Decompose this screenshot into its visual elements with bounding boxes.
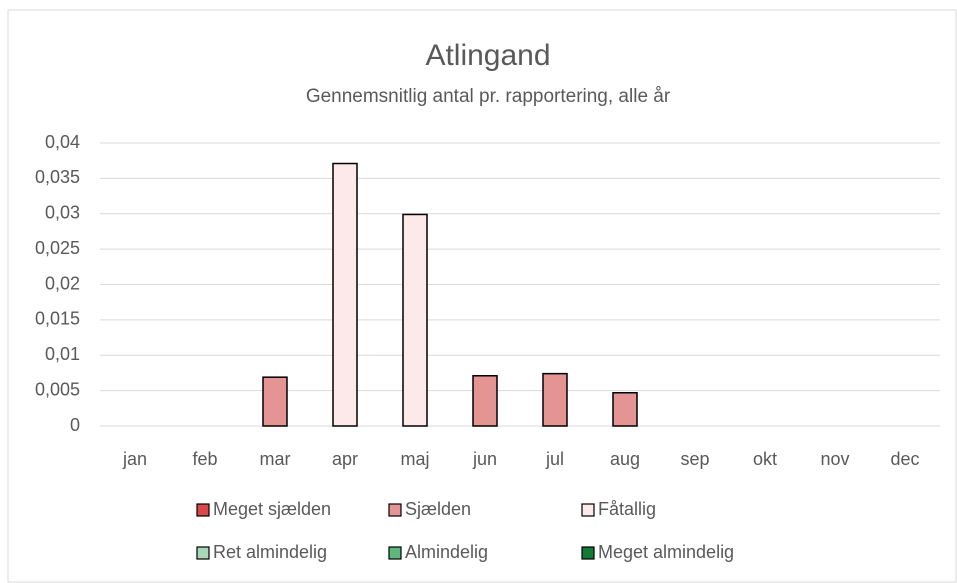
chart-subtitle: Gennemsnitlig antal pr. rapportering, al…: [306, 86, 671, 107]
bar: [262, 376, 288, 427]
x-tick-label: jul: [545, 449, 564, 469]
x-tick-label: okt: [753, 449, 777, 469]
y-tick-label: 0,03: [45, 203, 80, 223]
x-tick-label: aug: [610, 449, 640, 469]
y-tick-label: 0,035: [35, 167, 80, 187]
y-tick-label: 0,005: [35, 379, 80, 399]
y-tick-label: 0,025: [35, 238, 80, 258]
legend-label: Meget sjælden: [213, 499, 331, 519]
x-tick-label: jan: [122, 449, 147, 469]
x-tick-label: maj: [400, 449, 429, 469]
legend-label: Sjælden: [405, 499, 471, 519]
legend-swatch: [196, 503, 210, 517]
bar: [332, 162, 358, 427]
x-tick-label: mar: [260, 449, 291, 469]
x-tick-label: jun: [472, 449, 497, 469]
legend-label: Meget almindelig: [598, 542, 734, 562]
legend-swatch: [581, 503, 595, 517]
legend-swatch: [388, 503, 402, 517]
bar: [542, 372, 568, 427]
chart-frame: [7, 9, 957, 583]
chart-title: Atlingand: [425, 39, 550, 72]
legend-label: Almindelig: [405, 542, 488, 562]
bar: [402, 213, 428, 427]
x-tick-label: feb: [192, 449, 217, 469]
x-tick-label: sep: [680, 449, 709, 469]
y-tick-label: 0,01: [45, 344, 80, 364]
legend-swatch: [388, 546, 402, 560]
y-tick-label: 0: [70, 415, 80, 435]
legend-swatch: [196, 546, 210, 560]
y-tick-label: 0,015: [35, 309, 80, 329]
bar: [472, 375, 498, 427]
bar: [612, 391, 638, 427]
y-tick-label: 0,02: [45, 273, 80, 293]
y-tick-label: 0,04: [45, 132, 80, 152]
x-tick-label: dec: [890, 449, 919, 469]
legend-swatch: [581, 546, 595, 560]
legend-label: Fåtallig: [598, 499, 656, 519]
x-tick-label: nov: [820, 449, 849, 469]
legend-label: Ret almindelig: [213, 542, 327, 562]
x-tick-label: apr: [332, 449, 358, 469]
